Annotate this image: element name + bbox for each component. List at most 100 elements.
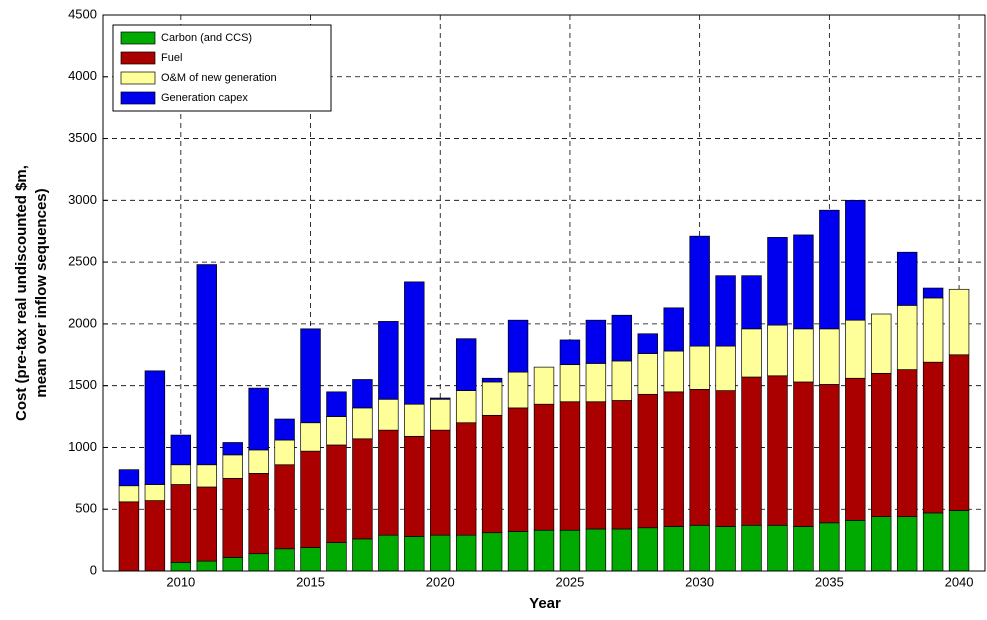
- bar-segment: [196, 486, 217, 562]
- bar-segment: [144, 484, 166, 501]
- bar-segment: [196, 264, 217, 466]
- bar-segment: [689, 235, 710, 347]
- bar-segment: [404, 281, 425, 405]
- bar-segment: [559, 529, 581, 572]
- x-axis-label: Year: [529, 595, 561, 612]
- bar-segment: [845, 377, 866, 521]
- bar-segment: [663, 307, 684, 352]
- bar-segment: [404, 435, 425, 537]
- bar-segment: [767, 324, 788, 377]
- bar-segment: [767, 237, 788, 326]
- bar-segment: [585, 528, 607, 572]
- bar-segment: [559, 339, 581, 366]
- bar-segment: [637, 527, 658, 572]
- legend-swatch: [120, 91, 156, 105]
- bar-segment: [248, 387, 269, 451]
- bar-segment: [507, 407, 529, 532]
- bar-segment: [378, 321, 399, 400]
- x-tick-label: 2020: [426, 574, 455, 589]
- bar-segment: [144, 500, 166, 572]
- bar-segment: [378, 429, 399, 536]
- bar-segment: [430, 534, 451, 572]
- bar-segment: [637, 333, 658, 354]
- bar-segment: [741, 376, 762, 526]
- bar-segment: [611, 360, 633, 401]
- x-tick-label: 2040: [945, 574, 974, 589]
- bar-segment: [767, 375, 788, 526]
- x-tick-label: 2035: [815, 574, 844, 589]
- bar-segment: [378, 534, 399, 572]
- bar-segment: [663, 391, 684, 527]
- y-tick-label: 3000: [68, 192, 97, 207]
- bar-segment: [455, 390, 477, 424]
- bar-segment: [170, 562, 192, 572]
- bar-segment: [637, 393, 658, 529]
- bar-segment: [507, 319, 529, 373]
- bar-segment: [481, 532, 503, 572]
- bar-segment: [871, 313, 892, 374]
- bar-segment: [715, 275, 736, 347]
- bar-segment: [793, 234, 814, 330]
- bar-segment: [300, 547, 321, 572]
- y-tick-label: 3500: [68, 130, 97, 145]
- bar-segment: [352, 379, 373, 409]
- bar-segment: [326, 391, 347, 417]
- bar-segment: [819, 328, 840, 385]
- bar-segment: [378, 398, 399, 431]
- bar-segment: [948, 354, 970, 511]
- bar-segment: [222, 477, 243, 558]
- bar-segment: [326, 542, 347, 572]
- bar-segment: [533, 403, 555, 531]
- bar-segment: [922, 361, 944, 514]
- bar-segment: [352, 538, 373, 572]
- bar-segment: [845, 319, 866, 379]
- bar-segment: [585, 363, 607, 403]
- bar-segment: [430, 398, 451, 431]
- bar-segment: [274, 548, 295, 572]
- y-tick-label: 500: [75, 501, 97, 516]
- bar-segment: [871, 516, 892, 572]
- bar-segment: [741, 275, 762, 330]
- bar-segment: [793, 381, 814, 527]
- bar-segment: [559, 401, 581, 531]
- bar-segment: [871, 372, 892, 517]
- legend-label: Generation capex: [161, 92, 248, 104]
- bar-segment: [248, 473, 269, 555]
- bar-segment: [896, 251, 918, 306]
- bar-segment: [274, 418, 295, 441]
- bar-segment: [715, 390, 736, 527]
- bar-segment: [430, 429, 451, 536]
- bar-segment: [196, 464, 217, 488]
- bar-segment: [144, 370, 166, 485]
- bar-segment: [118, 485, 140, 503]
- bar-segment: [352, 438, 373, 540]
- bar-segment: [611, 314, 633, 362]
- bar-segment: [352, 407, 373, 440]
- bar-segment: [533, 529, 555, 572]
- bar-segment: [196, 560, 217, 572]
- y-tick-label: 4000: [68, 68, 97, 83]
- bar-segment: [793, 526, 814, 572]
- y-tick-label: 2000: [68, 315, 97, 330]
- bar-segment: [248, 449, 269, 474]
- bar-segment: [559, 364, 581, 403]
- bar-segment: [922, 297, 944, 363]
- bar-segment: [715, 345, 736, 391]
- legend-swatch: [120, 31, 156, 45]
- bar-segment: [715, 526, 736, 572]
- bar-segment: [430, 397, 451, 400]
- bar-segment: [507, 531, 529, 572]
- bar-segment: [274, 464, 295, 550]
- bar-segment: [222, 557, 243, 572]
- bar-segment: [585, 401, 607, 530]
- bar-segment: [481, 381, 503, 416]
- bar-segment: [585, 319, 607, 364]
- y-axis-label: Cost (pre-tax real undiscounted $m,: [13, 165, 30, 421]
- bar-segment: [896, 369, 918, 517]
- bar-segment: [455, 422, 477, 536]
- bar-segment: [222, 454, 243, 479]
- bar-segment: [222, 442, 243, 456]
- bar-segment: [326, 416, 347, 446]
- bar-segment: [455, 534, 477, 572]
- bar-segment: [300, 328, 321, 424]
